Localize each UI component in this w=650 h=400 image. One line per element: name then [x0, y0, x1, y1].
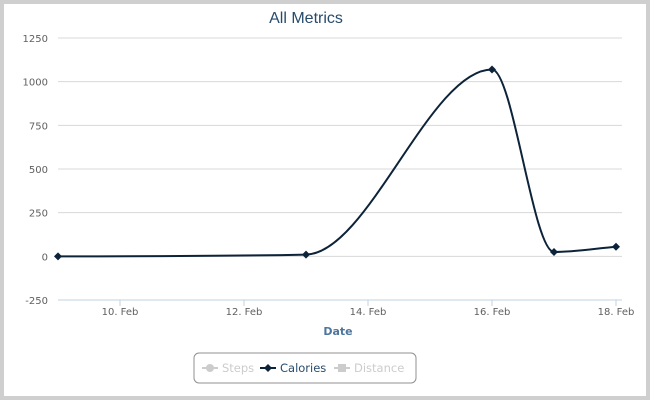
chart-title: All Metrics — [269, 10, 343, 27]
legend-box — [193, 352, 417, 384]
series-layer — [54, 65, 620, 261]
diamond-marker-icon — [264, 364, 272, 372]
legend: Steps Calories Distance — [193, 352, 417, 384]
legend-item-calories[interactable]: Calories — [260, 361, 326, 375]
data-point[interactable] — [54, 252, 62, 261]
square-marker-icon — [338, 364, 346, 372]
x-axis-title: Date — [323, 325, 352, 338]
y-tick-label: 1250 — [23, 34, 48, 45]
series-line-calories — [57, 68, 617, 258]
y-tick-label: -250 — [25, 296, 48, 307]
legend-label: Distance — [354, 361, 404, 375]
y-axis-ticks: -250 0 250 500 750 1000 1250 — [23, 34, 48, 307]
y-tick-label: 0 — [42, 252, 48, 263]
x-tick-label: 10. Feb — [102, 307, 139, 318]
data-point[interactable] — [550, 247, 558, 256]
legend-item-steps[interactable]: Steps — [202, 361, 254, 375]
x-tick-label: 18. Feb — [598, 307, 635, 318]
y-tick-label: 500 — [29, 165, 48, 176]
y-tick-label: 250 — [29, 209, 48, 220]
legend-item-distance[interactable]: Distance — [334, 361, 404, 375]
grid-lines — [58, 37, 622, 257]
circle-marker-icon — [206, 364, 214, 372]
x-tick-label: 12. Feb — [226, 307, 263, 318]
x-axis-ticks: 10. Feb 12. Feb 14. Feb 16. Feb 18. Feb — [102, 300, 635, 318]
y-tick-label: 1000 — [23, 78, 48, 89]
data-point[interactable] — [488, 65, 496, 74]
legend-label: Steps — [222, 361, 254, 375]
data-point[interactable] — [302, 250, 310, 259]
data-point[interactable] — [612, 242, 620, 251]
legend-label: Calories — [280, 361, 326, 375]
y-tick-label: 750 — [29, 121, 48, 132]
x-tick-label: 16. Feb — [474, 307, 511, 318]
x-tick-label: 14. Feb — [350, 307, 387, 318]
